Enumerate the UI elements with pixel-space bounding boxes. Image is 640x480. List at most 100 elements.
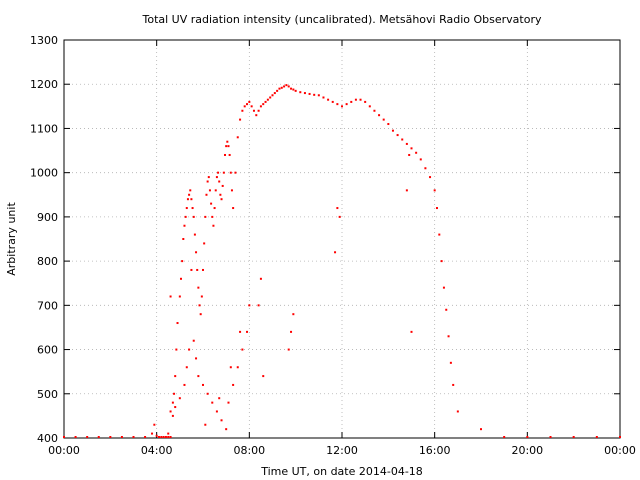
data-point	[435, 207, 438, 210]
data-point	[429, 176, 432, 179]
data-point	[229, 366, 232, 369]
data-point	[207, 176, 210, 179]
y-tick-label: 800	[37, 255, 58, 268]
data-point	[171, 401, 174, 404]
data-point	[171, 414, 174, 417]
data-point	[257, 109, 260, 112]
data-point	[196, 268, 199, 271]
data-point	[382, 118, 385, 121]
data-point	[197, 286, 200, 289]
data-point	[239, 118, 242, 121]
data-point	[162, 436, 165, 438]
data-point	[167, 432, 170, 435]
data-point	[211, 215, 214, 218]
data-point	[338, 215, 341, 218]
data-point	[206, 392, 209, 395]
data-point	[211, 401, 214, 404]
data-point	[185, 366, 188, 369]
data-point	[176, 322, 179, 325]
data-point	[169, 436, 172, 438]
data-point	[190, 268, 193, 271]
data-point	[230, 189, 233, 192]
x-tick-label: 08:00	[233, 444, 265, 457]
data-point	[226, 140, 229, 143]
data-point	[266, 98, 269, 101]
data-point	[153, 423, 156, 426]
y-tick-label: 500	[37, 388, 58, 401]
data-point	[227, 145, 230, 148]
data-point	[299, 91, 302, 94]
data-point	[155, 434, 158, 437]
data-point	[173, 392, 176, 395]
data-point	[204, 215, 207, 218]
y-tick-label: 900	[37, 211, 58, 224]
data-point	[214, 189, 217, 192]
data-point	[456, 410, 459, 413]
data-point	[189, 189, 192, 192]
data-point	[350, 100, 353, 103]
data-point	[219, 193, 222, 196]
data-point	[183, 224, 186, 227]
axis-ticks	[63, 39, 621, 439]
y-tick-label: 1000	[30, 167, 58, 180]
y-tick-label: 700	[37, 299, 58, 312]
data-point	[250, 105, 253, 108]
data-point	[181, 260, 184, 263]
x-tick-label: 12:00	[326, 444, 358, 457]
data-point	[269, 96, 272, 99]
data-point	[549, 436, 552, 438]
data-point	[359, 98, 362, 101]
data-point	[290, 87, 293, 90]
data-point	[419, 158, 422, 161]
data-point	[433, 189, 436, 192]
data-point	[410, 330, 413, 333]
data-point	[259, 277, 262, 280]
data-point	[229, 171, 232, 174]
data-point	[164, 436, 167, 438]
data-point	[290, 330, 293, 333]
data-point	[283, 85, 286, 88]
data-point	[341, 105, 343, 108]
data-point	[157, 436, 160, 438]
data-point	[278, 87, 281, 90]
data-point	[248, 304, 251, 307]
data-point	[97, 436, 100, 438]
data-point	[331, 100, 334, 103]
data-point	[195, 251, 198, 254]
data-point	[438, 233, 441, 236]
data-point	[204, 423, 207, 426]
data-point	[174, 375, 177, 378]
data-point	[368, 105, 371, 108]
data-point	[184, 215, 187, 218]
data-point	[228, 153, 231, 156]
y-tick-label: 1100	[30, 122, 58, 135]
data-point	[364, 100, 367, 103]
data-point	[175, 348, 178, 351]
data-point	[595, 436, 598, 438]
data-point	[526, 436, 529, 438]
data-point	[215, 410, 218, 413]
data-point	[218, 180, 221, 183]
x-axis-label: Time UT, on date 2014-04-18	[260, 465, 423, 478]
data-point	[452, 383, 455, 386]
data-point	[447, 335, 450, 338]
data-point	[378, 114, 381, 117]
y-axis-label: Arbitrary unit	[5, 202, 18, 276]
data-point	[259, 105, 262, 108]
data-point	[220, 198, 223, 201]
data-point	[336, 207, 339, 210]
data-point	[86, 436, 89, 438]
data-point	[285, 84, 288, 87]
data-point	[336, 103, 339, 106]
data-point	[186, 198, 189, 201]
data-point	[313, 93, 316, 96]
data-point	[198, 304, 201, 307]
data-point	[292, 88, 295, 91]
data-point	[243, 105, 246, 108]
data-point	[239, 330, 242, 333]
data-point	[202, 383, 204, 386]
data-point	[327, 98, 330, 101]
data-point	[182, 238, 185, 240]
data-point	[190, 198, 193, 201]
